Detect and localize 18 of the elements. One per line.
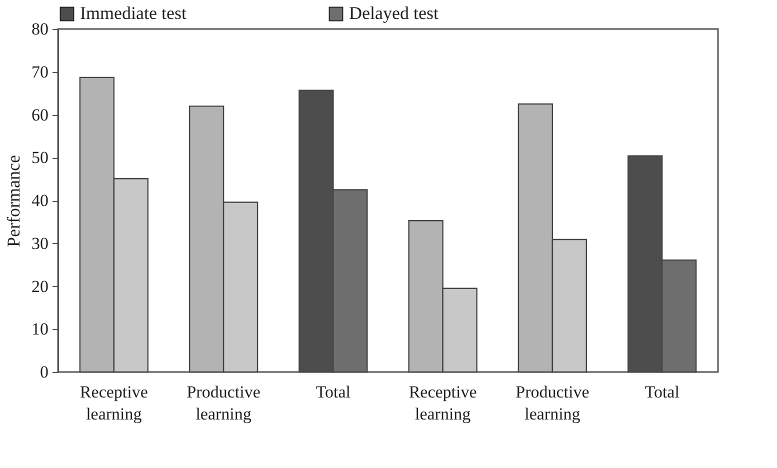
y-tick-label: 40 — [32, 191, 48, 210]
y-tick-label: 50 — [32, 148, 48, 168]
x-tick-label: Total — [316, 382, 351, 402]
y-tick-label: 60 — [32, 105, 48, 124]
y-tick-label: 80 — [32, 20, 48, 38]
x-tick-label: Productive learning — [516, 382, 590, 424]
y-tick-label: 20 — [32, 276, 48, 296]
y-axis-title: Performance — [4, 155, 24, 247]
y-tick-label: 0 — [40, 362, 48, 382]
x-tick-label: Productive learning — [186, 382, 260, 424]
x-tick-label: Receptive learning — [408, 382, 477, 424]
legend-label: Delayed test — [349, 3, 438, 23]
y-tick-label: 30 — [32, 234, 48, 253]
y-tick-label: 10 — [32, 320, 48, 339]
x-tick-label: Total — [644, 382, 680, 402]
x-tick-label: Receptive learning — [80, 382, 148, 424]
y-tick-label: 70 — [32, 62, 48, 82]
legend-label: Immediate test — [80, 3, 186, 23]
